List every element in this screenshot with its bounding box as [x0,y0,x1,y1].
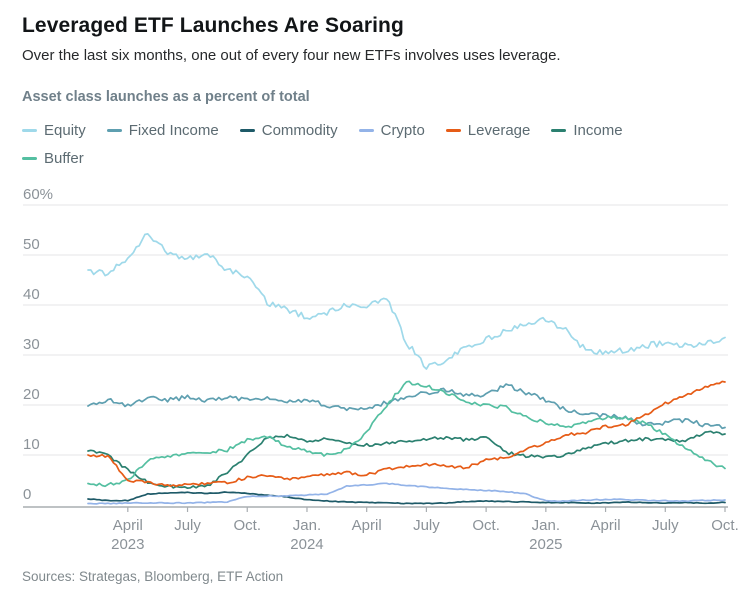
legend-item-equity: Equity [22,122,86,139]
y-axis-label-0: 0 [23,486,31,503]
legend-label-commodity: Commodity [261,122,338,139]
y-axis-label-20: 20 [23,386,40,403]
legend-label-leverage: Leverage [467,122,531,139]
chart-line-income [87,430,726,490]
legend-label-buffer: Buffer [44,150,84,167]
x-axis-label-april-2: April [113,517,143,534]
x-axis-label-april-26: April [591,517,621,534]
legend-swatch-buffer [22,157,37,160]
legend-item-leverage: Leverage [445,122,531,139]
chart-line-leverage [87,380,726,488]
x-axis-label-oct--8: Oct. [233,517,261,534]
legend-swatch-equity [22,129,37,132]
legend-label-crypto: Crypto [380,122,425,139]
legend-item-buffer: Buffer [22,150,84,167]
legend-swatch-fixed-income [106,129,122,132]
legend-swatch-commodity [239,129,255,132]
chart-line-fixed-income [87,383,726,430]
legend-item-income: Income [551,122,623,139]
chart-line-buffer [87,380,726,488]
y-axis-label-60: 60% [23,186,53,203]
legend-item-crypto: Crypto [358,122,425,139]
legend-item-commodity: Commodity [239,122,338,139]
line-chart: 60% 50 40 30 20 10 0 April 2023 July Oct. Jan. 2024 A… [23,186,739,553]
legend-item-fixed-income: Fixed Income [106,122,219,139]
x-axis-label-jan--11: Jan. [293,517,321,534]
x-axis-label-july-5: July [174,517,201,534]
legend-swatch-crypto [358,129,374,132]
x-axis-label-july-17: July [413,517,440,534]
page-subtitle: Over the last six months, one out of eve… [22,47,561,64]
x-axis-label-april-14: April [352,517,382,534]
y-axis-label-30: 30 [23,336,40,353]
page-title: Leveraged ETF Launches Are Soaring [22,14,404,37]
chart-legend: Equity Fixed Income Commodity Crypto Leverag… [22,122,677,167]
source-note: Sources: Strategas, Bloomberg, ETF Actio… [22,569,284,584]
x-axis-year-2024: 2024 [290,536,323,553]
legend-swatch-income [551,129,567,132]
x-axis-label-july-29: July [652,517,679,534]
x-axis-label-oct--20: Oct. [472,517,500,534]
y-axis-label-50: 50 [23,236,40,253]
legend-label-fixed-income: Fixed Income [128,122,219,139]
legend-swatch-leverage [445,129,461,132]
y-axis-label-10: 10 [23,436,40,453]
x-axis-year-2025: 2025 [529,536,562,553]
x-axis-label-jan--23: Jan. [532,517,560,534]
legend-label-income: Income [573,122,623,139]
y-axis-label-40: 40 [23,286,40,303]
x-axis-label-oct--32: Oct. [711,517,739,534]
chart-line-crypto [87,482,726,505]
chart-line-equity [87,232,726,370]
x-axis-year-2023: 2023 [111,536,144,553]
chart-line-commodity [87,491,726,505]
chart-label: Asset class launches as a percent of tot… [22,89,310,105]
legend-label-equity: Equity [44,122,86,139]
